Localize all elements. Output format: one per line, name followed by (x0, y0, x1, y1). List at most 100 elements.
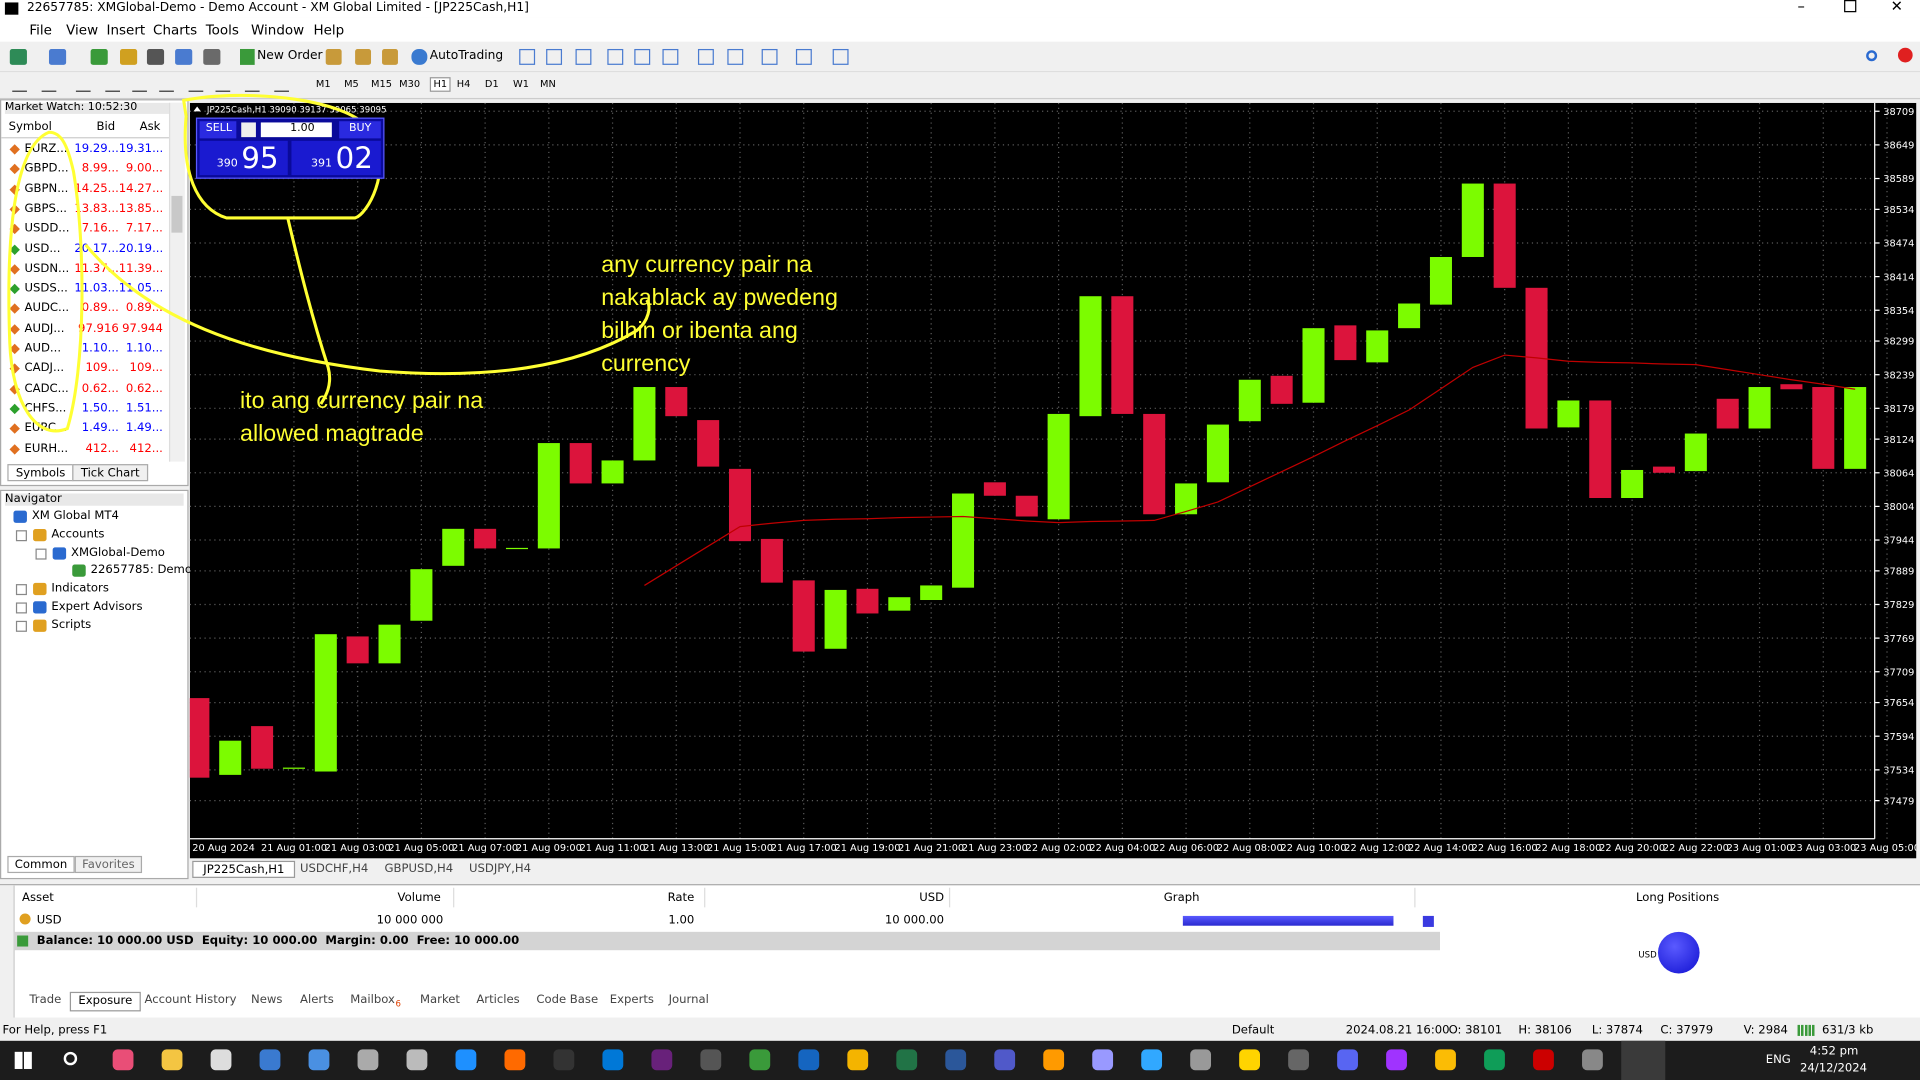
taskbar-app[interactable] (308, 1049, 330, 1071)
taskbar-app[interactable] (945, 1049, 967, 1071)
taskbar-app[interactable] (112, 1049, 134, 1071)
toolbar-icon[interactable] (146, 48, 165, 65)
panel-tab[interactable]: Symbols (7, 464, 74, 482)
column-header[interactable]: Volume (397, 891, 441, 905)
toolbar-icon[interactable] (727, 48, 744, 65)
toolbar-icon[interactable] (795, 48, 812, 65)
tree-item[interactable]: Scripts (51, 618, 92, 632)
lot-size[interactable]: 1.00 (260, 122, 332, 138)
taskbar-app[interactable] (259, 1049, 281, 1071)
symbol[interactable]: USDS... (24, 281, 68, 296)
taskbar-app[interactable] (504, 1049, 526, 1071)
timeframe-button[interactable]: H1 (429, 77, 451, 92)
terminal-tab[interactable]: News (251, 993, 283, 1007)
minimize-button[interactable]: – (1797, 0, 1805, 15)
menu-item[interactable]: Charts (153, 22, 198, 38)
symbol[interactable]: GBPD... (24, 161, 69, 176)
symbol[interactable]: USD... (24, 241, 61, 256)
timeframe-button[interactable]: D1 (484, 78, 499, 90)
taskbar-app[interactable] (357, 1049, 379, 1071)
taskbar-app[interactable] (1141, 1049, 1163, 1071)
tool-icon[interactable] (75, 77, 91, 92)
terminal-tab[interactable]: Articles (476, 993, 520, 1007)
timeframe-button[interactable]: H4 (456, 78, 471, 90)
taskbar-app[interactable] (896, 1049, 918, 1071)
toolbar-icon[interactable] (90, 48, 108, 65)
symbol[interactable]: GBPS... (24, 201, 67, 216)
search-icon[interactable] (1866, 50, 1878, 62)
toolbar-icon[interactable] (325, 48, 342, 65)
timeframe-button[interactable]: M15 (371, 78, 392, 90)
toolbar-icon[interactable] (120, 48, 138, 65)
taskbar-app[interactable] (749, 1049, 771, 1071)
column-header[interactable]: USD (919, 891, 945, 905)
start-button[interactable] (14, 1051, 32, 1069)
taskbar-app[interactable] (1043, 1049, 1065, 1071)
toolbar-icon[interactable] (546, 48, 563, 65)
buy-price-box[interactable] (291, 140, 381, 176)
toolbar-icon[interactable] (832, 48, 849, 65)
tree-item[interactable]: 22657785: Demo (90, 563, 193, 578)
terminal-tab[interactable]: Trade (29, 993, 62, 1007)
lot-dropdown[interactable] (241, 122, 256, 138)
terminal-tab[interactable]: Exposure (69, 991, 141, 1011)
toolbar-icon[interactable] (382, 48, 398, 65)
column-header[interactable]: Rate (667, 891, 695, 905)
taskbar-app[interactable] (994, 1049, 1016, 1071)
panel-tab[interactable]: Favorites (74, 855, 143, 874)
notification-icon[interactable] (1897, 47, 1913, 63)
new-order-button[interactable]: New Order (257, 48, 323, 63)
chart-tab[interactable]: GBPUSD,H4 (384, 862, 454, 876)
tree-item[interactable]: Accounts (51, 527, 105, 541)
column-header[interactable]: Bid (96, 120, 116, 134)
toolbar-icon[interactable] (240, 48, 255, 65)
tree-toggle[interactable] (15, 620, 27, 632)
maximize-button[interactable] (1844, 0, 1857, 13)
timeframe-button[interactable]: M5 (344, 78, 359, 90)
tool-icon[interactable] (244, 77, 260, 92)
chart-tab[interactable]: USDJPY,H4 (468, 862, 531, 876)
symbol[interactable]: EURH... (24, 441, 69, 455)
symbol[interactable]: USDD... (24, 221, 70, 236)
menu-item[interactable]: Tools (205, 22, 239, 38)
toolbar-icon[interactable] (411, 48, 428, 65)
taskbar-app[interactable] (1386, 1049, 1407, 1071)
taskbar-app[interactable] (602, 1049, 624, 1071)
menu-item[interactable]: View (66, 22, 99, 38)
timeframe-button[interactable]: MN (540, 78, 556, 90)
toolbar-icon[interactable] (175, 48, 193, 65)
symbol[interactable]: AUDJ... (24, 321, 65, 336)
panel-tab[interactable]: Common (7, 855, 75, 874)
close-button[interactable]: ✕ (1890, 0, 1903, 15)
symbol[interactable]: GBPN... (24, 181, 69, 196)
symbol[interactable]: CHFS... (24, 401, 67, 415)
column-header[interactable]: Asset (22, 891, 54, 905)
tool-icon[interactable] (132, 77, 147, 92)
column-header[interactable]: Long Positions (1635, 891, 1720, 905)
toolbar-icon[interactable] (575, 48, 592, 65)
terminal-tab[interactable]: Account History (144, 993, 237, 1007)
taskbar-app[interactable] (1582, 1049, 1603, 1071)
toolbar-icon[interactable] (519, 48, 536, 65)
taskbar-app[interactable] (1435, 1049, 1456, 1071)
taskbar-app[interactable] (455, 1049, 477, 1071)
taskbar-app[interactable] (1092, 1049, 1114, 1071)
tree-toggle[interactable] (15, 584, 27, 596)
column-header[interactable]: Ask (139, 120, 161, 134)
terminal-tab[interactable]: Journal (668, 993, 709, 1007)
column-header[interactable]: Graph (1163, 891, 1200, 905)
toolbar-icon[interactable] (607, 48, 624, 65)
symbol[interactable]: AUD... (24, 341, 62, 356)
taskbar-app[interactable] (1484, 1049, 1505, 1071)
sell-price-box[interactable] (199, 140, 288, 176)
symbol[interactable]: USDN... (24, 261, 70, 276)
taskbar-app[interactable] (1288, 1049, 1309, 1071)
tree-toggle[interactable] (15, 602, 27, 614)
terminal-tab[interactable]: Experts (609, 993, 654, 1007)
symbol[interactable]: EURC... (24, 421, 68, 435)
tree-toggle[interactable] (15, 529, 27, 541)
menu-item[interactable]: Window (251, 22, 305, 38)
toolbar-icon[interactable] (697, 48, 714, 65)
tree-toggle[interactable] (35, 548, 47, 560)
tool-icon[interactable] (12, 77, 27, 92)
